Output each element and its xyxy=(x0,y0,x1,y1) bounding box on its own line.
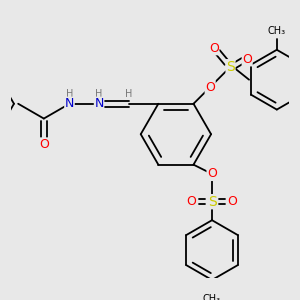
Text: H: H xyxy=(95,89,103,100)
Text: H: H xyxy=(125,89,132,100)
Text: N: N xyxy=(65,97,74,110)
Text: O: O xyxy=(207,167,217,180)
Text: O: O xyxy=(227,195,237,208)
Text: O: O xyxy=(39,138,49,151)
Text: CH₃: CH₃ xyxy=(203,293,221,300)
Text: O: O xyxy=(187,195,196,208)
Text: S: S xyxy=(208,195,216,209)
Text: H: H xyxy=(66,89,73,100)
Text: S: S xyxy=(226,60,235,74)
Text: O: O xyxy=(242,53,252,66)
Text: O: O xyxy=(205,81,215,94)
Text: O: O xyxy=(209,42,219,55)
Text: N: N xyxy=(94,97,104,110)
Text: CH₃: CH₃ xyxy=(268,26,286,36)
